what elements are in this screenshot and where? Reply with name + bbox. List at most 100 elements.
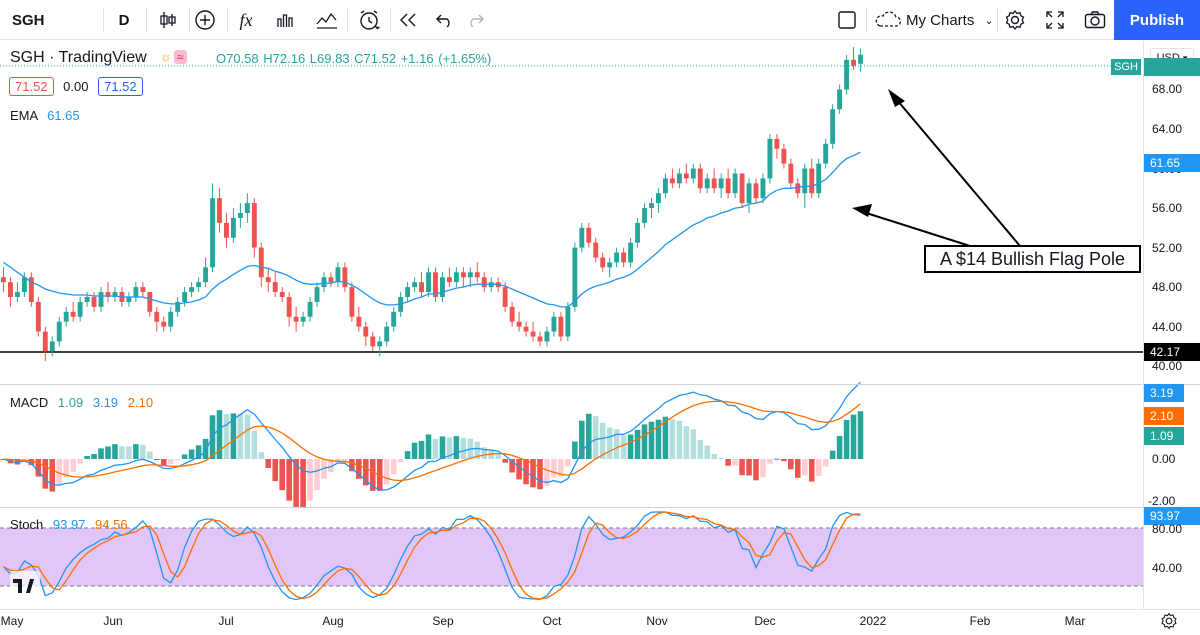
candle-body <box>725 178 731 194</box>
candle-body <box>189 287 195 293</box>
macd-histogram-bar <box>544 459 550 486</box>
indicators-fx-icon[interactable]: fx <box>239 9 253 30</box>
fullscreen-icon[interactable] <box>1040 0 1070 40</box>
compare-add-icon[interactable] <box>192 0 218 40</box>
stoch-value-1: 93.97 <box>52 517 86 532</box>
arrow-head-lower <box>852 204 872 217</box>
macd-histogram-bar <box>195 445 202 459</box>
replay-icon[interactable] <box>394 0 422 40</box>
toolbar-divider <box>347 8 348 32</box>
candle-body <box>662 178 668 194</box>
macd-histogram-bar <box>495 454 501 459</box>
macd-histogram-bar <box>112 444 118 459</box>
camera-snapshot-icon[interactable] <box>1080 0 1110 40</box>
toolbar-divider <box>227 8 228 32</box>
macd-histogram-bar <box>795 459 801 478</box>
macd-histogram-bar <box>342 459 348 463</box>
candle-body <box>70 311 76 317</box>
candle-body <box>774 138 780 149</box>
macd-histogram-bar <box>676 420 683 459</box>
candle-body <box>140 287 146 293</box>
price-tick-label: 68.00 <box>1152 82 1183 97</box>
candle-body <box>126 297 132 302</box>
candle-body <box>739 173 745 204</box>
macd-value-1: 1.09 <box>57 395 84 410</box>
interval-button[interactable]: D <box>118 11 130 29</box>
symbol-search[interactable]: SGH <box>12 11 45 29</box>
financials-icon[interactable] <box>270 0 300 40</box>
macd-histogram-bar <box>167 459 174 465</box>
macd-histogram-bar <box>279 459 285 491</box>
candle-body <box>530 331 536 337</box>
candle-body <box>251 203 257 248</box>
stoch-legend: Stoch 93.97 94.56 <box>10 517 128 532</box>
candle-body <box>844 59 850 90</box>
candle-body <box>196 282 202 288</box>
macd-histogram-bar <box>70 459 76 473</box>
candle-body <box>551 316 557 332</box>
macd-histogram-bar <box>390 459 397 475</box>
toolbar-divider <box>146 8 147 32</box>
macd-histogram-bar <box>460 437 467 459</box>
candle-body <box>509 306 515 322</box>
candle-body <box>321 277 327 288</box>
candle-body <box>175 301 181 312</box>
candle-body <box>579 227 585 248</box>
macd-histogram-bar <box>174 459 181 461</box>
candle-body <box>244 203 250 213</box>
macd-histogram-bar <box>181 454 188 459</box>
candle-body <box>851 59 856 66</box>
candle-body <box>133 287 139 297</box>
chart-canvas[interactable] <box>0 41 1200 635</box>
macd-histogram-bar <box>63 459 69 478</box>
macd-histogram-bar <box>49 459 56 492</box>
bar-style-icon[interactable] <box>152 0 184 40</box>
toolbar-divider <box>997 8 998 32</box>
macd-histogram-bar <box>565 459 571 467</box>
annotation-box[interactable]: A $14 Bullish Flag Pole <box>924 245 1141 273</box>
candle-body <box>279 292 285 297</box>
macd-histogram-bar <box>481 447 488 459</box>
macd-value-3: 2.10 <box>127 395 154 410</box>
last-price-tag <box>1144 58 1200 76</box>
macd-histogram-bar <box>502 459 508 463</box>
macd-histogram-bar <box>808 459 815 482</box>
bid-box[interactable]: 71.52 <box>9 77 54 96</box>
candle-body <box>474 272 480 278</box>
macd-histogram-bar <box>77 459 83 464</box>
candle-body <box>363 326 369 337</box>
ask-box[interactable]: 71.52 <box>98 77 143 96</box>
macd-histogram-bar <box>28 459 35 466</box>
candle-body <box>481 277 487 288</box>
layout-square-icon[interactable] <box>833 0 861 40</box>
macd-histogram-bar <box>14 459 21 465</box>
redo-icon[interactable] <box>462 0 488 40</box>
candle-body <box>711 178 717 189</box>
candle-body <box>558 316 564 337</box>
templates-icon[interactable] <box>310 0 344 40</box>
stoch-d-line <box>3 511 861 600</box>
settings-gear-icon[interactable] <box>1000 0 1030 40</box>
candle-body <box>453 272 459 283</box>
candle-body <box>823 143 829 164</box>
macd-histogram-bar <box>627 434 634 459</box>
axis-settings-gear-icon[interactable] <box>1160 612 1178 635</box>
alert-clock-icon[interactable] <box>352 0 386 40</box>
undo-icon[interactable] <box>432 0 458 40</box>
candle-body <box>63 311 69 322</box>
price-axis-divider <box>1143 41 1144 609</box>
publish-button[interactable]: Publish <box>1114 0 1200 40</box>
candle-body <box>98 292 104 307</box>
ohlc-readout: O70.58 H72.16 L69.83 C71.52 +1.16 (+1.65… <box>216 51 492 66</box>
my-charts-button[interactable]: My Charts ⌄ <box>870 0 994 40</box>
macd-histogram-bar <box>453 436 460 459</box>
macd-histogram-bar <box>216 410 223 459</box>
candle-body <box>412 282 418 288</box>
candle-body <box>286 297 292 317</box>
candle-body <box>210 198 215 268</box>
candle-body <box>293 316 299 322</box>
macd-histogram-bar <box>683 426 690 459</box>
macd-histogram-bar <box>258 452 265 459</box>
macd-histogram-bar <box>697 439 704 459</box>
macd-histogram-bar <box>286 459 292 501</box>
